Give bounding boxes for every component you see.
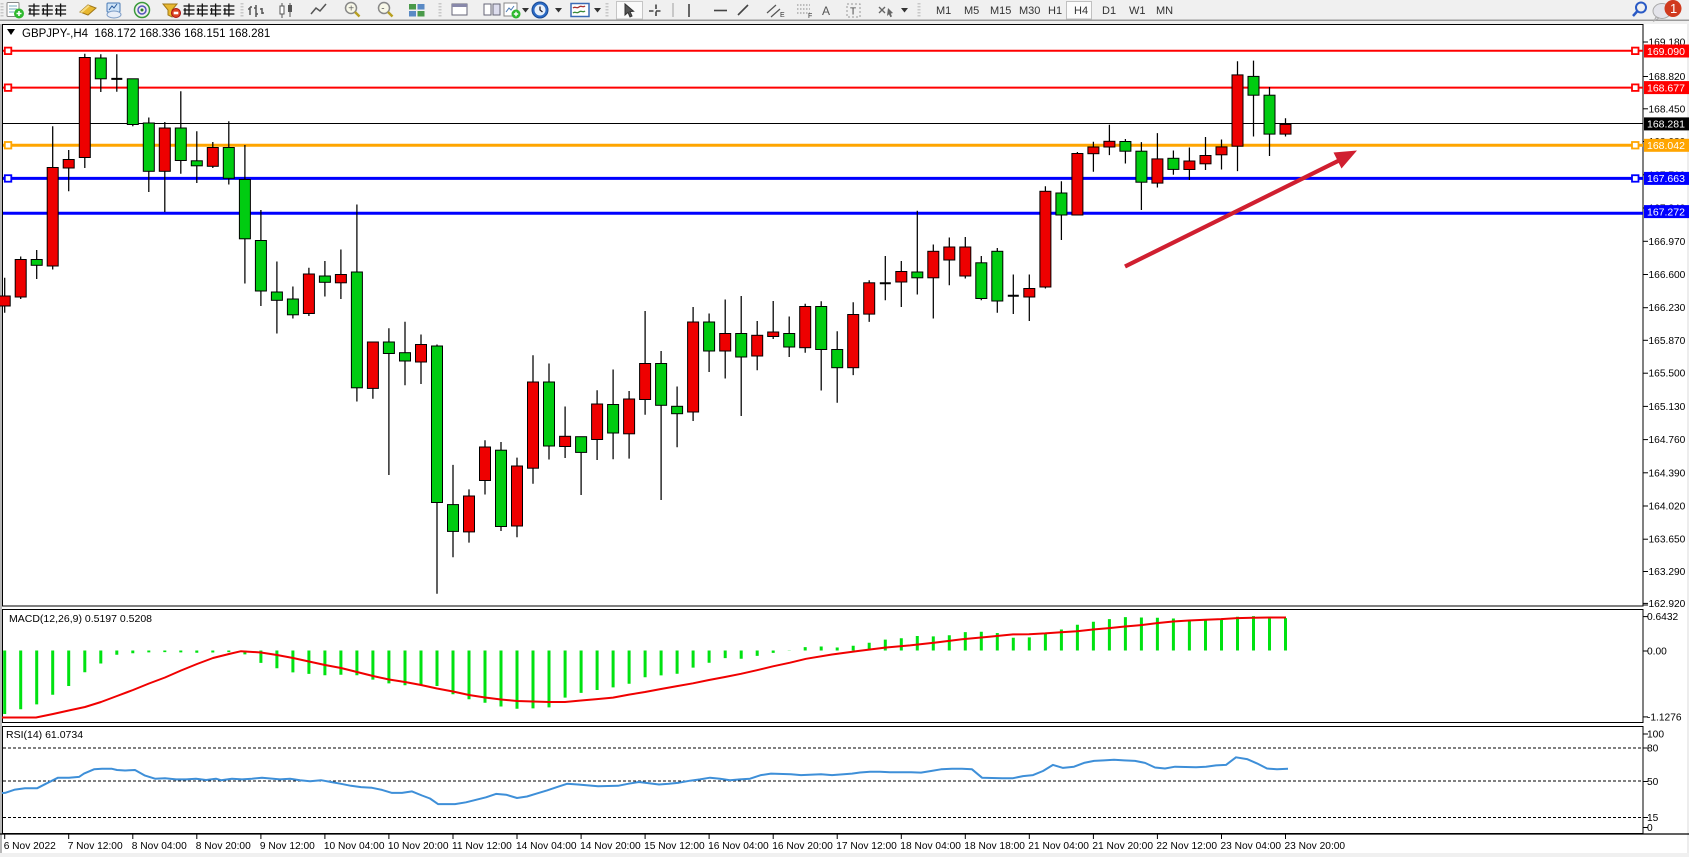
- svg-text:100: 100: [1647, 730, 1664, 741]
- svg-text:80: 80: [1647, 744, 1659, 755]
- svg-text:164.020: 164.020: [1649, 502, 1686, 513]
- svg-text:W1: W1: [1129, 5, 1146, 17]
- svg-text:0.00: 0.00: [1647, 647, 1667, 658]
- svg-text:6 Nov 2022: 6 Nov 2022: [4, 841, 56, 852]
- svg-text:15 Nov 12:00: 15 Nov 12:00: [644, 841, 705, 852]
- svg-text:A: A: [822, 4, 830, 18]
- svg-text:167.272: 167.272: [1647, 206, 1685, 218]
- svg-text:166.230: 166.230: [1649, 303, 1686, 314]
- svg-text:169.090: 169.090: [1647, 46, 1685, 58]
- svg-text:21 Nov 20:00: 21 Nov 20:00: [1092, 841, 1153, 852]
- svg-text:168.820: 168.820: [1649, 72, 1686, 83]
- svg-text:7 Nov 12:00: 7 Nov 12:00: [68, 841, 123, 852]
- svg-text:MN: MN: [1156, 5, 1173, 17]
- svg-text:-: -: [381, 4, 384, 15]
- svg-text:50: 50: [1647, 777, 1659, 788]
- svg-text:16 Nov 04:00: 16 Nov 04:00: [708, 841, 769, 852]
- svg-text:14 Nov 20:00: 14 Nov 20:00: [580, 841, 641, 852]
- svg-text:F: F: [808, 13, 812, 20]
- svg-text:163.650: 163.650: [1649, 535, 1686, 546]
- svg-text:+: +: [348, 4, 354, 15]
- svg-text:166.600: 166.600: [1649, 270, 1686, 281]
- svg-text:M5: M5: [964, 5, 979, 17]
- svg-text:GBPJPY-,H4 168.172 168.336 16: GBPJPY-,H4 168.172 168.336 168.151 168.2…: [22, 28, 270, 40]
- svg-text:11 Nov 12:00: 11 Nov 12:00: [452, 841, 512, 852]
- svg-text:10 Nov 04:00: 10 Nov 04:00: [324, 841, 385, 852]
- svg-text:167.663: 167.663: [1647, 173, 1685, 185]
- svg-text:165.870: 165.870: [1649, 336, 1686, 347]
- svg-text:165.130: 165.130: [1649, 402, 1686, 413]
- svg-text:0: 0: [1647, 823, 1653, 834]
- svg-text:H4: H4: [1074, 5, 1088, 17]
- svg-text:M15: M15: [990, 5, 1011, 17]
- svg-text:168.042: 168.042: [1647, 140, 1685, 152]
- svg-text:169.180: 169.180: [1649, 38, 1686, 49]
- svg-text:166.970: 166.970: [1649, 237, 1686, 248]
- svg-text:RSI(14) 61.0734: RSI(14) 61.0734: [6, 729, 83, 741]
- svg-text:0.6432: 0.6432: [1647, 612, 1678, 623]
- svg-text:168.281: 168.281: [1647, 119, 1685, 131]
- svg-text:M30: M30: [1019, 5, 1040, 17]
- svg-text:M1: M1: [936, 5, 951, 17]
- svg-text:18 Nov 18:00: 18 Nov 18:00: [964, 841, 1025, 852]
- svg-text:164.390: 164.390: [1649, 468, 1686, 479]
- svg-text:23 Nov 04:00: 23 Nov 04:00: [1221, 841, 1282, 852]
- svg-text:22 Nov 12:00: 22 Nov 12:00: [1156, 841, 1217, 852]
- svg-text:8 Nov 20:00: 8 Nov 20:00: [196, 841, 251, 852]
- svg-text:MACD(12,26,9) 0.5197 0.5208: MACD(12,26,9) 0.5197 0.5208: [9, 613, 152, 625]
- svg-text:15: 15: [1647, 813, 1659, 824]
- svg-text:H1: H1: [1048, 5, 1062, 17]
- svg-text:168.450: 168.450: [1649, 104, 1686, 115]
- svg-text:168.677: 168.677: [1647, 82, 1685, 94]
- svg-text:16 Nov 20:00: 16 Nov 20:00: [772, 841, 833, 852]
- svg-text:9 Nov 12:00: 9 Nov 12:00: [260, 841, 315, 852]
- svg-text:18 Nov 04:00: 18 Nov 04:00: [900, 841, 961, 852]
- svg-text:E: E: [780, 12, 785, 19]
- svg-text:8 Nov 04:00: 8 Nov 04:00: [132, 841, 187, 852]
- svg-text:162.920: 162.920: [1649, 599, 1686, 610]
- svg-text:21 Nov 04:00: 21 Nov 04:00: [1028, 841, 1089, 852]
- svg-text:1: 1: [1670, 1, 1677, 16]
- svg-text:T: T: [850, 7, 856, 18]
- svg-text:14 Nov 04:00: 14 Nov 04:00: [516, 841, 577, 852]
- svg-text:165.500: 165.500: [1649, 369, 1686, 380]
- svg-text:17 Nov 12:00: 17 Nov 12:00: [836, 841, 897, 852]
- svg-text:10 Nov 20:00: 10 Nov 20:00: [388, 841, 449, 852]
- svg-text:163.290: 163.290: [1649, 567, 1686, 578]
- svg-text:D1: D1: [1102, 5, 1116, 17]
- svg-text:23 Nov 20:00: 23 Nov 20:00: [1285, 841, 1346, 852]
- svg-text:-1.1276: -1.1276: [1647, 712, 1682, 723]
- svg-text:164.760: 164.760: [1649, 435, 1686, 446]
